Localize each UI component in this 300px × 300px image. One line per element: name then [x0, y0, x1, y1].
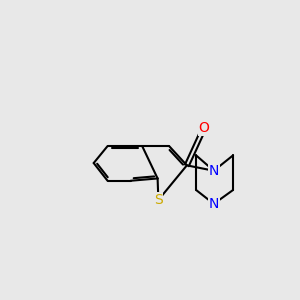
Text: S: S — [154, 193, 163, 207]
Text: N: N — [208, 164, 219, 178]
Text: N: N — [208, 197, 219, 211]
Text: O: O — [198, 122, 209, 135]
